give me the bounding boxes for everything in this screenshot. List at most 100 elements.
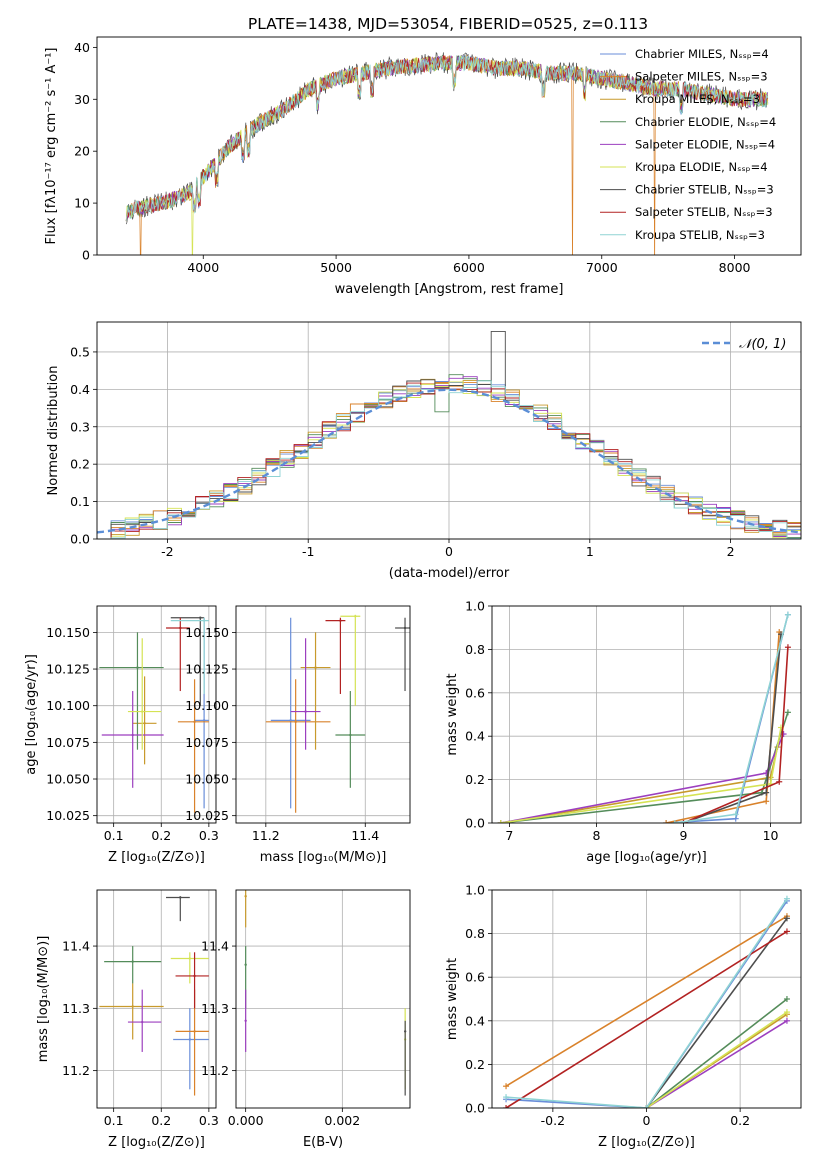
x-tick-label: 0.000 bbox=[228, 1113, 264, 1128]
x-axis-label: wavelength [Angstrom, rest frame] bbox=[335, 282, 564, 297]
mass-weight-series-line bbox=[645, 917, 788, 1108]
data-point bbox=[244, 895, 247, 898]
y-tick-label: 10.075 bbox=[185, 735, 229, 750]
y-axis-label: mass [log₁₀(M/M⊙)] bbox=[36, 936, 51, 1063]
mass-weight-series-line bbox=[646, 1020, 788, 1108]
y-tick-label: 11.4 bbox=[201, 939, 229, 954]
spectrum-series-line bbox=[125, 55, 769, 222]
x-tick-label: 0.2 bbox=[151, 828, 171, 843]
plot-area bbox=[497, 611, 791, 823]
mass-weight-series-line bbox=[505, 915, 788, 1087]
x-axis-label: Z [log₁₀(Z/Z⊙)] bbox=[598, 1135, 695, 1150]
axes-frame bbox=[491, 605, 802, 824]
legend-entry: Kroupa STELIB, Nₛₛₚ=3 bbox=[635, 228, 765, 242]
data-point bbox=[314, 666, 317, 669]
x-tick-label: 0.002 bbox=[324, 1113, 360, 1128]
x-tick-label: 0.2 bbox=[730, 1113, 750, 1128]
x-tick-label: 4000 bbox=[187, 260, 219, 275]
y-axis-label: mass weight bbox=[445, 673, 460, 755]
y-tick-label: 11.3 bbox=[62, 1001, 90, 1016]
data-point bbox=[199, 616, 202, 619]
x-tick-label: 2 bbox=[727, 544, 735, 559]
y-tick-label: 0.2 bbox=[465, 1057, 485, 1072]
x-axis-label: E(B-V) bbox=[303, 1135, 343, 1150]
y-tick-label: 11.2 bbox=[62, 1063, 90, 1078]
x-axis-label: (data-model)/error bbox=[389, 566, 510, 581]
legend-entry: 𝒩(0, 1) bbox=[739, 337, 786, 352]
y-tick-label: 0.0 bbox=[70, 532, 90, 547]
data-point bbox=[289, 719, 292, 722]
x-tick-label: 1 bbox=[586, 544, 594, 559]
data-point bbox=[294, 720, 297, 724]
data-point bbox=[202, 619, 206, 622]
histogram-step-line bbox=[97, 382, 801, 539]
y-tick-label: 10.100 bbox=[46, 698, 90, 713]
data-point bbox=[179, 896, 182, 899]
y-tick-label: 10.150 bbox=[46, 625, 90, 640]
mass-weight-vs-z-panel: -0.2 0 0.2 0.0 0.2 0.4 0.6 0.8 1.0 Z [log₁₀(Z/Z⊙)… bbox=[445, 883, 802, 1150]
axes-frame bbox=[96, 321, 802, 540]
residual-histogram-panel: -2 -1 0 1 2 0.0 0.1 0.2 0.3 0.4 0.5 (data-model)/er… bbox=[46, 321, 802, 581]
data-point bbox=[403, 626, 407, 630]
x-tick-label: 0 bbox=[445, 544, 453, 559]
data-point bbox=[136, 666, 139, 669]
legend-entry: Chabrier ELODIE, Nₛₛₚ=4 bbox=[635, 115, 776, 129]
y-axis-label: mass weight bbox=[445, 958, 460, 1040]
x-tick-label: 0 bbox=[643, 1113, 651, 1128]
histogram-step-line bbox=[97, 380, 801, 539]
y-tick-label: 0.6 bbox=[465, 970, 485, 985]
histogram-step-line bbox=[97, 376, 801, 539]
y-tick-label: 0.2 bbox=[70, 457, 90, 472]
y-tick-label: 0.4 bbox=[465, 1013, 485, 1028]
figure-title: PLATE=1438, MJD=53054, FIBERID=0525, z=0… bbox=[248, 15, 648, 33]
x-tick-label: 10 bbox=[763, 828, 779, 843]
x-tick-label: 8000 bbox=[719, 260, 751, 275]
x-axis-label: Z [log₁₀(Z/Z⊙)] bbox=[108, 1135, 205, 1150]
data-point bbox=[141, 710, 144, 713]
y-tick-label: 0.8 bbox=[465, 642, 485, 657]
legend-entry: Kroupa ELODIE, Nₛₛₚ=4 bbox=[635, 160, 768, 174]
x-tick-label: 5000 bbox=[320, 260, 352, 275]
x-tick-label: 7000 bbox=[586, 260, 618, 275]
data-point bbox=[131, 733, 134, 737]
y-tick-label: 10.150 bbox=[185, 625, 229, 640]
mass-weight-series-line bbox=[505, 930, 788, 1108]
y-tick-label: 40 bbox=[74, 40, 90, 55]
y-axis-label: Normed distribution bbox=[46, 366, 61, 496]
data-point bbox=[193, 1030, 196, 1033]
x-tick-label: 0.1 bbox=[104, 1113, 124, 1128]
spectrum-panel: 4000 5000 6000 7000 8000 0 10 20 30 40 wavelength … bbox=[44, 36, 802, 297]
x-tick-label: 0.2 bbox=[151, 1113, 171, 1128]
x-tick-label: 7 bbox=[505, 828, 513, 843]
mass-vs-z-panel: 0.1 0.2 0.3 11.2 11.3 11.4 Z [log₁₀(Z/Z⊙)] mass… bbox=[36, 889, 219, 1150]
data-point bbox=[349, 733, 352, 737]
x-tick-label: 8 bbox=[592, 828, 600, 843]
axes-frame bbox=[235, 605, 411, 824]
data-point bbox=[179, 626, 182, 630]
plot-area bbox=[244, 890, 407, 1096]
y-tick-label: 10.100 bbox=[185, 698, 229, 713]
data-point bbox=[143, 722, 146, 725]
x-tick-label: 0.3 bbox=[199, 1113, 219, 1128]
y-tick-label: 10.125 bbox=[46, 662, 90, 677]
axes-frame bbox=[96, 36, 802, 256]
y-tick-label: 0.1 bbox=[70, 494, 90, 509]
axes-frame bbox=[491, 889, 802, 1109]
axes-frame bbox=[96, 889, 217, 1109]
y-tick-label: 0.4 bbox=[70, 382, 90, 397]
y-tick-label: 10.025 bbox=[46, 808, 90, 823]
y-tick-label: 11.4 bbox=[62, 939, 90, 954]
age-vs-z-panel: 0.1 0.2 0.3 10.025 10.050 10.075 10.100 10.125 1… bbox=[24, 605, 219, 865]
spectrum-series-line bbox=[125, 55, 769, 222]
x-tick-label: -2 bbox=[161, 544, 173, 559]
plot-area bbox=[503, 895, 790, 1108]
legend-entry: Kroupa MILES, Nₛₛₚ=3 bbox=[635, 92, 760, 106]
mass-weight-series-line bbox=[646, 1011, 788, 1108]
age-vs-mass-panel: 11.2 11.4 10.025 10.050 10.075 10.100 10.125 10… bbox=[185, 605, 411, 865]
y-tick-label: 10.075 bbox=[46, 735, 90, 750]
y-tick-label: 0 bbox=[82, 248, 90, 263]
x-tick-label: -0.2 bbox=[541, 1113, 565, 1128]
plot-area bbox=[99, 896, 209, 1096]
y-axis-label: Flux [fλ10⁻¹⁷ erg cm⁻² s⁻¹ A⁻¹] bbox=[44, 48, 59, 245]
